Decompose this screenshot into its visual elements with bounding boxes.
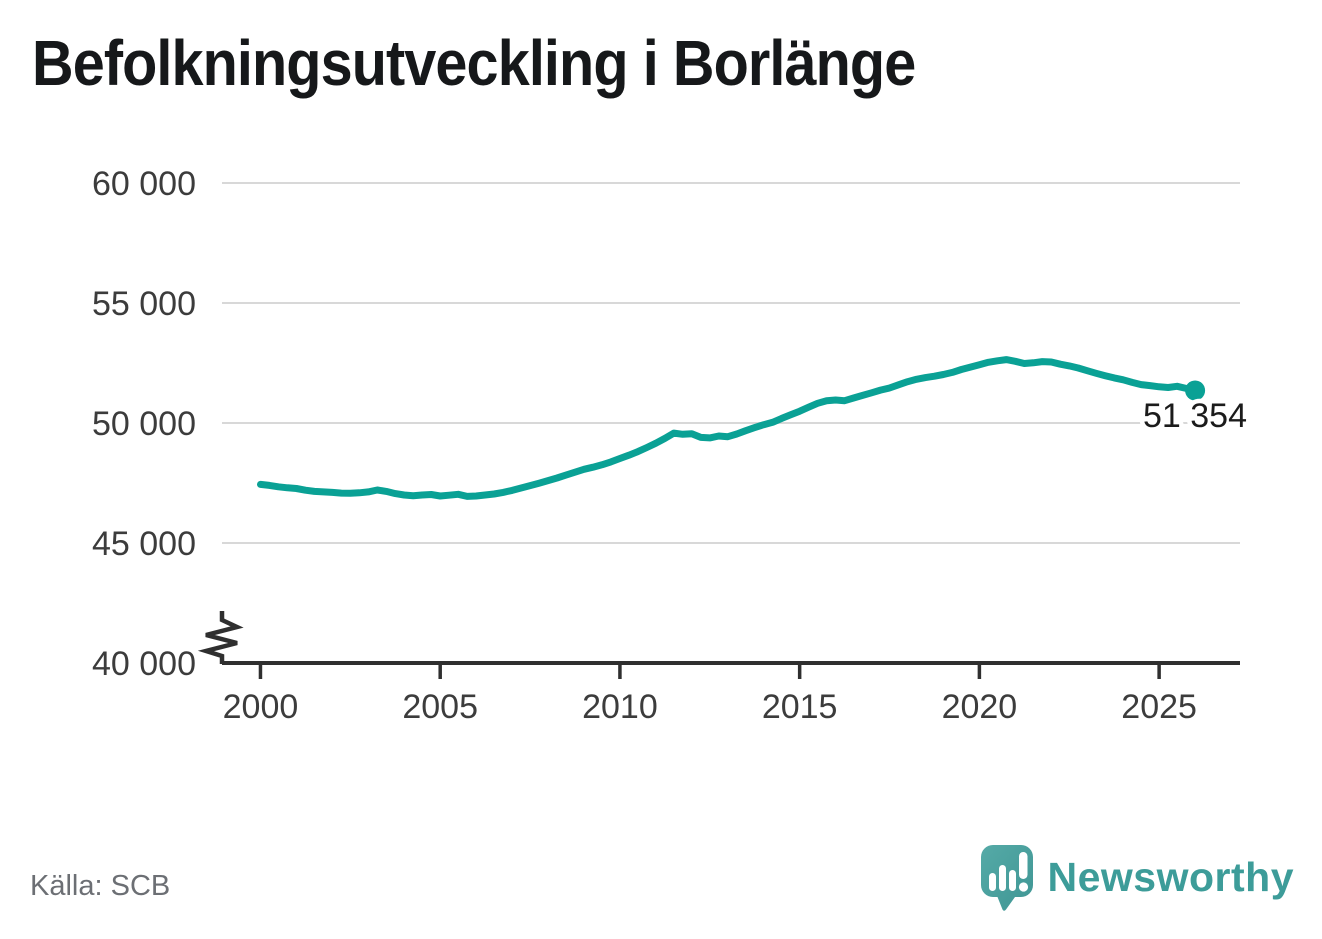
y-tick-label: 60 000 [92,165,196,203]
axis-group: 2000 2005 2010 2015 2020 2025 [222,661,1240,726]
source-note: Källa: SCB [30,870,171,902]
x-tick-label: 2025 [1121,688,1197,726]
brand-footer: Newsworthy [979,843,1295,912]
x-tick-label: 2015 [762,688,838,726]
axis-break-icon [197,611,244,664]
x-tick-label: 2000 [223,688,299,726]
population-line [257,356,1199,500]
exclamation-bar [1018,852,1027,879]
newsworthy-bubble-barchart-icon [980,845,1033,911]
last-point-marker [1185,380,1206,401]
bar-tall [998,865,1006,891]
gridlines-group: 40 000 45 000 50 000 55 000 60 000 [92,165,1240,683]
y-tick-label: 55 000 [92,285,196,323]
x-tick-label: 2010 [582,688,658,726]
exclamation-dot [1018,882,1028,892]
x-tick-label: 2020 [942,688,1018,726]
last-value-label: 51 354 [1143,397,1247,435]
bar-medium [1008,870,1016,891]
y-tick-label: 40 000 [92,645,196,683]
chart-title: Befolkningsutveckling i Borlänge [32,27,916,99]
y-tick-label: 50 000 [92,405,196,443]
series-group [257,356,1206,500]
bar-short [988,873,996,891]
brand-wordmark: Newsworthy [1047,854,1294,900]
x-tick-label: 2005 [402,688,478,726]
y-tick-label: 45 000 [92,525,196,563]
